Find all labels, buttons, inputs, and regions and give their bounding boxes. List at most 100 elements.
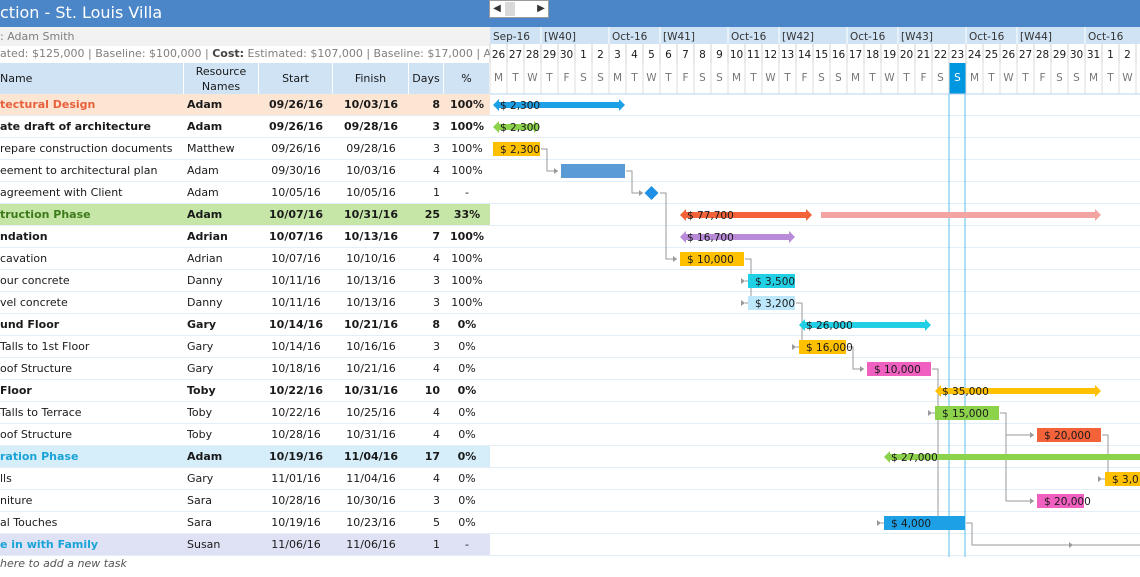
task-row[interactable]: Floor Toby 10/22/16 10/31/16 10 0%	[0, 380, 1140, 402]
timeline-period-label: Oct-16	[731, 31, 767, 43]
task-row[interactable]: our concrete Danny 10/11/16 10/13/16 3 100%	[0, 270, 1140, 292]
gantt-summary-bar[interactable]	[685, 234, 790, 240]
gantt-task-bar[interactable]	[748, 296, 795, 310]
chevron-left-icon[interactable]: ◀	[493, 3, 501, 14]
task-row[interactable]: repare construction documents Matthew 09/2…	[0, 138, 1140, 160]
gantt-remaining-bar[interactable]	[821, 212, 1096, 218]
task-name[interactable]: repare construction documents	[0, 142, 173, 155]
task-name[interactable]: agreement with Client	[0, 186, 123, 199]
col-finish-header[interactable]: Finish	[333, 63, 409, 94]
timeline-day-label: 23	[951, 49, 964, 61]
task-name[interactable]: Talls to Terrace	[0, 406, 82, 419]
task-name[interactable]: vel concrete	[0, 296, 68, 309]
gantt-summary-bar[interactable]	[804, 322, 926, 328]
task-row[interactable]: cavation Adrian 10/07/16 10/10/16 4 100%	[0, 248, 1140, 270]
task-row[interactable]: lls Gary 11/01/16 11/04/16 4 0%	[0, 468, 1140, 490]
task-name[interactable]: und Floor	[0, 318, 60, 331]
task-name[interactable]: e in with Family	[0, 538, 99, 551]
gantt-task-bar[interactable]	[935, 406, 999, 420]
task-row[interactable]: ndation Adrian 10/07/16 10/13/16 7 100%	[0, 226, 1140, 248]
gantt-task-bar[interactable]	[867, 362, 931, 376]
timeline-day-label: 26	[492, 49, 506, 61]
gantt-task-bar[interactable]	[748, 274, 795, 288]
gantt-task-bar[interactable]	[561, 164, 625, 178]
timeline-weekday-label: W	[646, 72, 657, 84]
gantt-summary-bar[interactable]	[498, 102, 620, 108]
task-start: 09/30/16	[271, 164, 321, 177]
timeline-scroller[interactable]: ◀ ▶	[489, 0, 549, 18]
task-name[interactable]: al Touches	[0, 516, 58, 529]
col-start-header[interactable]: Start	[259, 63, 333, 94]
col-days-header[interactable]: Days	[409, 63, 444, 94]
gantt-task-bar[interactable]	[1037, 428, 1101, 442]
col-name-header[interactable]: Name	[0, 63, 184, 94]
bar-cost-label: $ 16,000	[806, 342, 853, 354]
task-days: 4	[433, 406, 440, 419]
gantt-summary-bar[interactable]	[685, 212, 807, 218]
task-row[interactable]: tectural Design Adam 09/26/16 10/03/16 8 100%	[0, 94, 1140, 116]
timeline-weekday-label: S	[835, 72, 842, 84]
gantt-summary-bar[interactable]	[498, 124, 535, 130]
task-name[interactable]: Floor	[0, 384, 32, 397]
task-name[interactable]: ndation	[0, 230, 48, 243]
task-start: 10/28/16	[271, 494, 321, 507]
task-row[interactable]: oof Structure Toby 10/28/16 10/31/16 4 0%	[0, 424, 1140, 446]
task-name[interactable]: lls	[0, 472, 12, 485]
task-finish: 10/23/16	[346, 516, 396, 529]
chevron-right-icon[interactable]: ▶	[537, 3, 545, 14]
timeline-day-label: 1	[1107, 49, 1114, 61]
scroll-thumb[interactable]	[505, 2, 515, 16]
gantt-task-bar[interactable]	[1037, 494, 1084, 508]
task-row[interactable]: ration Phase Adam 10/19/16 11/04/16 17 0%	[0, 446, 1140, 468]
task-row[interactable]: eement to architectural plan Adam 09/30/16…	[0, 160, 1140, 182]
gantt-task-bar[interactable]	[493, 142, 540, 156]
task-row[interactable]: truction Phase Adam 10/07/16 10/31/16 25 33%	[0, 204, 1140, 226]
gantt-task-bar[interactable]	[680, 252, 744, 266]
task-start: 10/11/16	[271, 274, 321, 287]
add-new-task-link[interactable]: here to add a new task	[0, 557, 127, 570]
task-name[interactable]: truction Phase	[0, 208, 91, 221]
task-name[interactable]: tectural Design	[0, 98, 96, 111]
project-summary: : Adam Smith	[0, 27, 490, 46]
task-row[interactable]: Talls to Terrace Toby 10/22/16 10/25/16 4 0%	[0, 402, 1140, 424]
task-row[interactable]: agreement with Client Adam 10/05/16 10/05/1…	[0, 182, 1140, 204]
timeline-day-label: 10	[730, 49, 743, 61]
gantt-task-bar[interactable]	[1105, 472, 1140, 486]
task-name[interactable]: oof Structure	[0, 428, 72, 441]
timeline-weekday-label: F	[920, 72, 926, 84]
task-start: 10/14/16	[269, 318, 323, 331]
task-row[interactable]: ate draft of architecture Adam 09/26/16 09/…	[0, 116, 1140, 138]
task-finish: 10/13/16	[346, 274, 396, 287]
gantt-summary-bar[interactable]	[889, 454, 1140, 460]
summary-start-cap	[884, 451, 890, 463]
task-name[interactable]: our concrete	[0, 274, 70, 287]
task-name[interactable]: niture	[0, 494, 33, 507]
task-row[interactable]: e in with Family Susan 11/06/16 11/06/16 1 -	[0, 534, 1140, 556]
col-resource-header[interactable]: Resource Names	[184, 63, 259, 94]
task-resource: Adrian	[187, 230, 228, 243]
milestone-diamond[interactable]	[644, 186, 659, 200]
gantt-summary-bar[interactable]	[940, 388, 1096, 394]
task-days: 5	[433, 516, 440, 529]
task-row[interactable]: vel concrete Danny 10/11/16 10/13/16 3 100%	[0, 292, 1140, 314]
timeline-day-label: 22	[934, 49, 947, 61]
task-name[interactable]: ate draft of architecture	[0, 120, 151, 133]
task-name[interactable]: cavation	[0, 252, 48, 265]
task-row[interactable]: niture Sara 10/28/16 10/30/16 3 0%	[0, 490, 1140, 512]
summary-start-cap	[680, 231, 686, 243]
timeline-weekday-label: F	[563, 72, 569, 84]
task-name[interactable]: Talls to 1st Floor	[0, 340, 90, 353]
task-row[interactable]: oof Structure Gary 10/18/16 10/21/16 4 0%	[0, 358, 1140, 380]
task-start: 10/22/16	[271, 406, 321, 419]
task-pct: 100%	[451, 274, 483, 287]
task-row[interactable]: al Touches Sara 10/19/16 10/23/16 5 0%	[0, 512, 1140, 534]
task-row[interactable]: und Floor Gary 10/14/16 10/21/16 8 0%	[0, 314, 1140, 336]
gantt-task-bar[interactable]	[884, 516, 965, 530]
task-days: 10	[424, 384, 440, 397]
task-name[interactable]: oof Structure	[0, 362, 72, 375]
task-name[interactable]: ration Phase	[0, 450, 79, 463]
timeline-day-label: 29	[1053, 49, 1066, 61]
gantt-task-bar[interactable]	[799, 340, 846, 354]
task-name[interactable]: eement to architectural plan	[0, 164, 158, 177]
task-row[interactable]: Talls to 1st Floor Gary 10/14/16 10/16/16 3 0…	[0, 336, 1140, 358]
